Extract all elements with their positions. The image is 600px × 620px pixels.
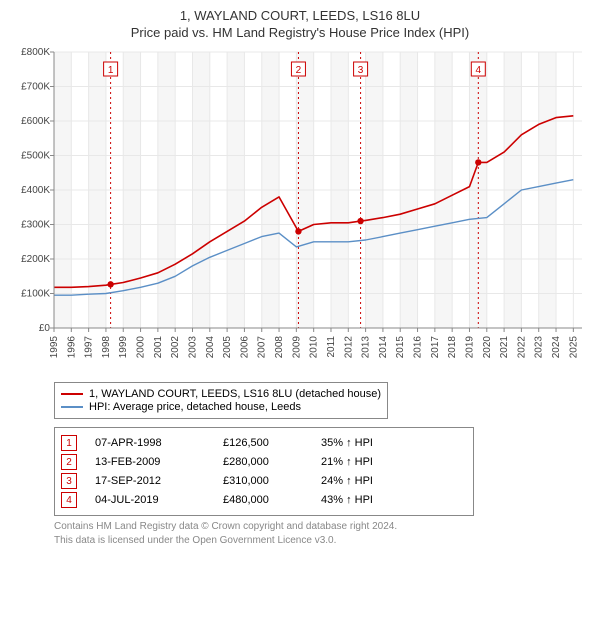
x-axis-label: 2008	[274, 336, 285, 359]
x-axis-label: 2001	[153, 336, 164, 359]
x-axis-label: 2021	[499, 336, 510, 359]
y-axis-label: £700K	[21, 82, 50, 93]
x-axis-label: 2012	[343, 336, 354, 359]
legend-label: 1, WAYLAND COURT, LEEDS, LS16 8LU (detac…	[89, 388, 381, 400]
legend-swatch	[61, 393, 83, 395]
marker-label: 4	[476, 65, 482, 76]
datapoint-date: 13-FEB-2009	[95, 456, 205, 468]
legend-label: HPI: Average price, detached house, Leed…	[89, 401, 301, 413]
datapoint-price: £310,000	[223, 475, 303, 487]
datapoint-date: 17-SEP-2012	[95, 475, 205, 487]
footer: Contains HM Land Registry data © Crown c…	[54, 520, 590, 547]
x-axis-label: 1996	[66, 336, 77, 359]
title-address: 1, WAYLAND COURT, LEEDS, LS16 8LU	[10, 8, 590, 23]
x-axis-label: 2014	[378, 336, 389, 359]
x-axis-label: 1995	[49, 336, 60, 359]
x-axis-label: 2016	[413, 336, 424, 359]
x-axis-label: 2013	[361, 336, 372, 359]
datapoints-table: 1 07-APR-1998 £126,500 35% ↑ HPI 2 13-FEB-200…	[54, 427, 474, 516]
x-axis-label: 2024	[551, 336, 562, 359]
marker-label: 2	[296, 65, 302, 76]
y-axis-label: £400K	[21, 185, 50, 196]
datapoint-number: 1	[61, 435, 77, 451]
chart-svg: £0 £100K £200K £300K £400K £500K £600K £700K £80…	[10, 46, 590, 376]
legend: 1, WAYLAND COURT, LEEDS, LS16 8LU (detac…	[54, 382, 388, 419]
x-axis-label: 2017	[430, 336, 441, 359]
x-axis-label: 2005	[222, 336, 233, 359]
x-axis-label: 2019	[464, 336, 475, 359]
legend-row: 1, WAYLAND COURT, LEEDS, LS16 8LU (detac…	[61, 388, 381, 400]
x-axis-label: 2020	[482, 336, 493, 359]
x-axis-label: 1999	[118, 336, 129, 359]
x-axis-label: 2015	[395, 336, 406, 359]
x-axis-label: 1998	[101, 336, 112, 359]
y-axis-label: £500K	[21, 151, 50, 162]
datapoint-date: 07-APR-1998	[95, 437, 205, 449]
datapoint-number: 2	[61, 454, 77, 470]
datapoint-row: 3 17-SEP-2012 £310,000 24% ↑ HPI	[61, 473, 467, 489]
x-axis-label: 2007	[257, 336, 268, 359]
y-axis-label: £100K	[21, 289, 50, 300]
chart-container: 1, WAYLAND COURT, LEEDS, LS16 8LU Price …	[0, 0, 600, 557]
x-axis-label: 2002	[170, 336, 181, 359]
datapoint-row: 4 04-JUL-2019 £480,000 43% ↑ HPI	[61, 492, 467, 508]
datapoint-pct: 43% ↑ HPI	[321, 494, 411, 506]
y-axis-label: £300K	[21, 220, 50, 231]
footer-line2: This data is licensed under the Open Gov…	[54, 534, 590, 548]
datapoint-row: 2 13-FEB-2009 £280,000 21% ↑ HPI	[61, 454, 467, 470]
x-axis-label: 2025	[568, 336, 579, 359]
datapoint-pct: 35% ↑ HPI	[321, 437, 411, 449]
chart: £0 £100K £200K £300K £400K £500K £600K £700K £80…	[10, 46, 590, 376]
datapoint-number: 4	[61, 492, 77, 508]
y-axis-label: £600K	[21, 116, 50, 127]
x-axis-label: 2009	[291, 336, 302, 359]
y-axis-label: £800K	[21, 47, 50, 58]
x-axis-label: 2022	[516, 336, 527, 359]
y-axis-label: £200K	[21, 254, 50, 265]
x-axis-label: 2018	[447, 336, 458, 359]
x-axis-label: 2011	[326, 336, 337, 358]
datapoint-price: £126,500	[223, 437, 303, 449]
datapoint-number: 3	[61, 473, 77, 489]
marker-label: 3	[358, 65, 364, 76]
x-axis-label: 2003	[187, 336, 198, 359]
x-axis-label: 2010	[309, 336, 320, 359]
datapoint-price: £480,000	[223, 494, 303, 506]
y-axis-label: £0	[39, 323, 51, 334]
datapoint-price: £280,000	[223, 456, 303, 468]
x-axis-label: 2004	[205, 336, 216, 359]
datapoint-pct: 24% ↑ HPI	[321, 475, 411, 487]
x-axis-label: 2006	[239, 336, 250, 359]
legend-swatch	[61, 406, 83, 408]
datapoint-pct: 21% ↑ HPI	[321, 456, 411, 468]
footer-line1: Contains HM Land Registry data © Crown c…	[54, 520, 590, 534]
marker-label: 1	[108, 65, 114, 76]
title-subtitle: Price paid vs. HM Land Registry's House …	[10, 25, 590, 40]
x-axis-label: 1997	[84, 336, 95, 359]
x-axis-label: 2023	[534, 336, 545, 359]
datapoint-row: 1 07-APR-1998 £126,500 35% ↑ HPI	[61, 435, 467, 451]
title-block: 1, WAYLAND COURT, LEEDS, LS16 8LU Price …	[10, 8, 590, 40]
legend-row: HPI: Average price, detached house, Leed…	[61, 401, 381, 413]
x-axis-label: 2000	[136, 336, 147, 359]
datapoint-date: 04-JUL-2019	[95, 494, 205, 506]
